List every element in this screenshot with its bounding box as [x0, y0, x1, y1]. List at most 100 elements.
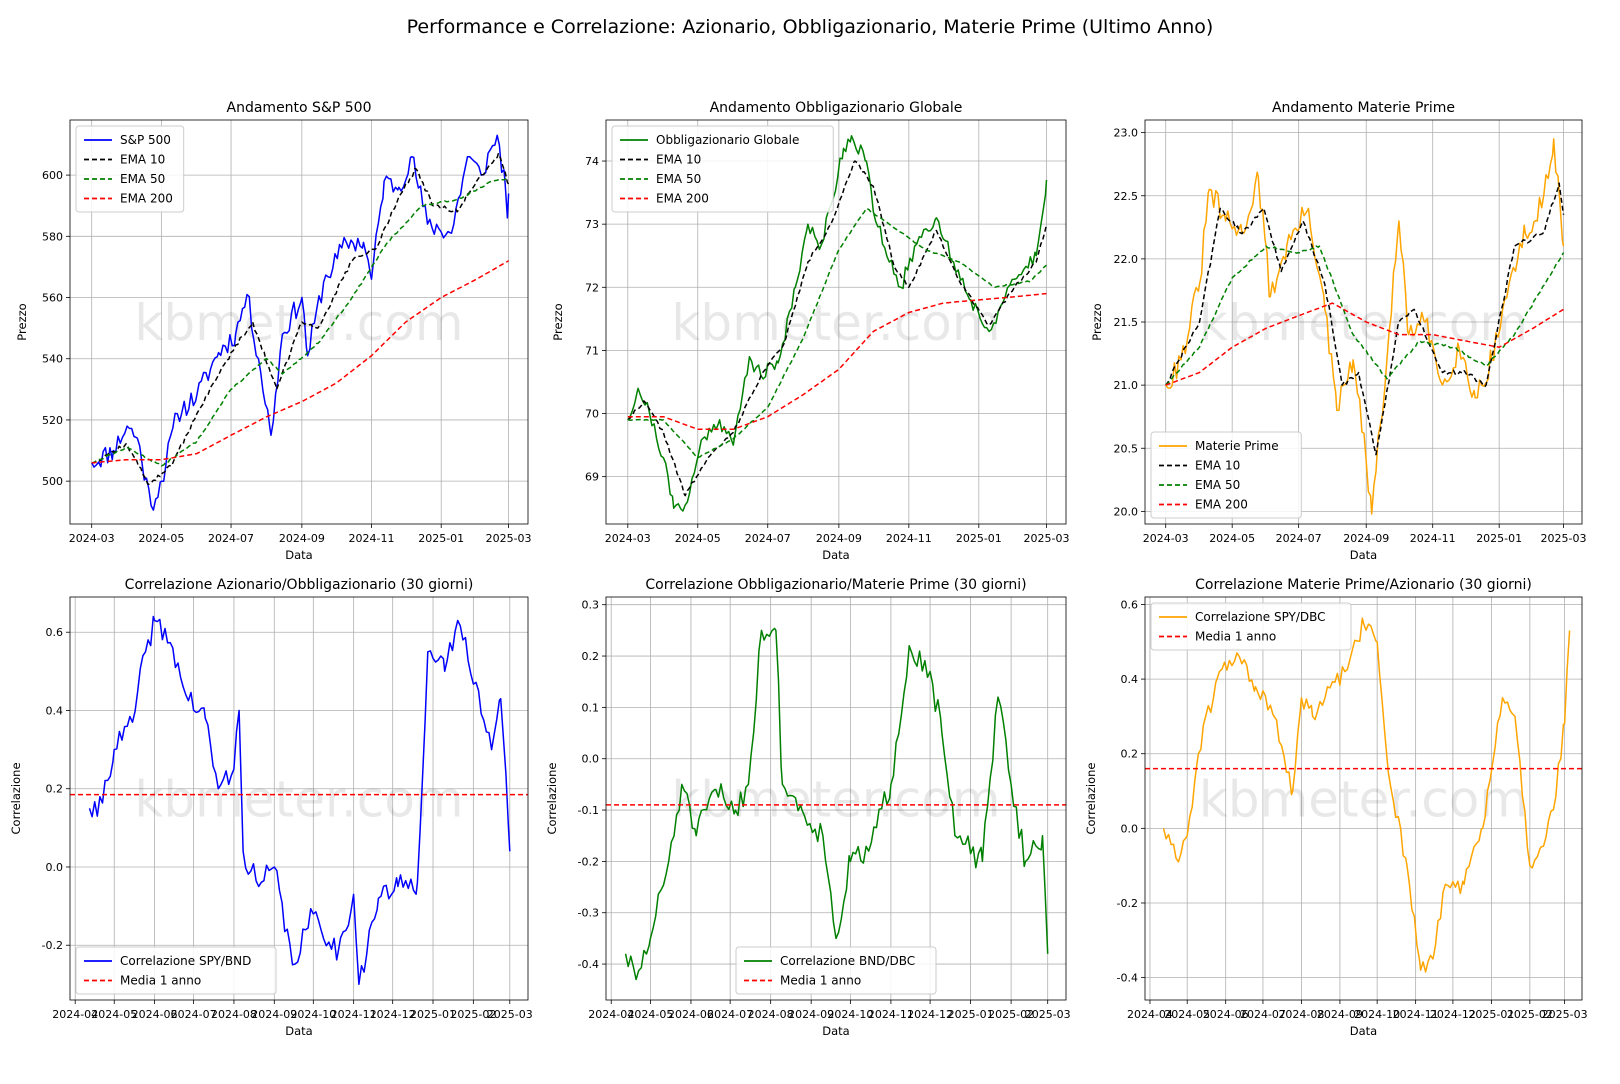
x-tick-label: 2024-04	[588, 1008, 634, 1021]
x-tick-label: 2024-04	[1127, 1008, 1173, 1021]
x-tick-label: 2024-11	[1410, 532, 1456, 545]
watermark-text: kbmeter.com	[1199, 294, 1528, 352]
x-tick-label: 2025-03	[1542, 1008, 1588, 1021]
legend-box	[75, 946, 277, 995]
y-axis-label: Correlazione	[9, 762, 23, 834]
subplot-4: 2024-042024-052024-062024-072024-082024-…	[9, 577, 533, 1038]
legend-label: Media 1 anno	[1195, 630, 1276, 644]
legend-label: EMA 10	[1195, 459, 1240, 473]
x-tick-label: 2025-02	[1507, 1008, 1553, 1021]
subplot-2: 2024-03 2024-05 2024-07 2024-09 2024-11 2025-…	[551, 100, 1069, 562]
x-tick-label: 2024-12	[1430, 1008, 1476, 1021]
y-tick-label: -0.3	[578, 907, 599, 920]
x-tick-label: 2024-07	[1276, 532, 1322, 545]
x-tick-label: 2024-08	[1278, 1008, 1324, 1021]
legend: Materie Prime EMA 10 EMA 50 EMA 200	[1150, 431, 1302, 519]
legend-label: EMA 200	[656, 192, 709, 206]
y-tick-label: 0.0	[46, 861, 64, 874]
series-line-4	[91, 260, 509, 464]
legend-box	[735, 946, 937, 995]
x-tick-label: 2025-03	[1025, 1008, 1071, 1021]
legend-label: Media 1 anno	[780, 974, 861, 988]
x-tick-label: 2024-05	[1164, 1008, 1210, 1021]
x-tick-label: 2024-08	[748, 1008, 794, 1021]
subplot-6: 2024-042024-052024-062024-072024-082024-…	[1084, 577, 1588, 1038]
legend: S&P 500 EMA 10 EMA 50 EMA 200	[75, 125, 185, 213]
x-tick-label: 2024-09	[251, 1008, 297, 1021]
plot-area	[70, 615, 528, 986]
x-tick-label: 2024-07	[745, 532, 791, 545]
x-tick-label: 2024-03	[69, 532, 115, 545]
x-axis-label: Data	[285, 1024, 312, 1038]
legend-label: EMA 10	[656, 153, 701, 167]
x-tick-label: 2025-01	[1468, 1008, 1514, 1021]
x-tick-label: 2024-09	[1343, 532, 1389, 545]
x-axis-label: Data	[285, 548, 312, 562]
watermark-text: kbmeter.com	[1199, 771, 1528, 829]
series-line-1	[88, 615, 511, 986]
y-axis-label: Correlazione	[545, 762, 559, 834]
x-tick-label: 2024-11	[1393, 1008, 1439, 1021]
y-tick-label: -0.2	[1117, 897, 1138, 910]
y-tick-label: 70	[585, 408, 599, 421]
axes-frame	[1144, 596, 1583, 1001]
legend: Correlazione SPY/BND Media 1 anno	[75, 946, 277, 995]
y-tick-label: 0.2	[582, 650, 600, 663]
y-tick-label: 21.0	[1114, 379, 1139, 392]
watermark-text: kbmeter.com	[134, 294, 463, 352]
y-tick-label: 20.5	[1114, 442, 1139, 455]
subplot-title: Correlazione Obbligazionario/Materie Pri…	[645, 577, 1026, 593]
y-tick-label: -0.1	[578, 804, 599, 817]
series-line-3	[627, 207, 1047, 459]
plot-area	[627, 135, 1048, 512]
x-tick-label: 2024-11	[349, 532, 395, 545]
y-tick-label: 0.6	[46, 626, 64, 639]
y-tick-label: 0.1	[582, 701, 600, 714]
series-line-3	[91, 177, 509, 467]
x-tick-label: 2024-06	[668, 1008, 714, 1021]
y-axis-label: Correlazione	[1084, 762, 1098, 834]
y-tick-label: 23.0	[1114, 127, 1139, 140]
x-tick-label: 2024-12	[907, 1008, 953, 1021]
axes-frame	[605, 596, 1067, 1001]
legend-label: EMA 50	[656, 172, 701, 186]
y-axis-label: Prezzo	[1090, 303, 1104, 340]
legend-box	[75, 125, 185, 213]
subplot-title: Andamento S&P 500	[227, 100, 372, 116]
y-tick-label: -0.2	[578, 855, 599, 868]
y-tick-label: 0.3	[582, 599, 600, 612]
series-line-4	[1165, 302, 1564, 386]
axes-frame	[1144, 119, 1583, 525]
x-tick-label: 2024-11	[868, 1008, 914, 1021]
series-line-1	[1165, 138, 1565, 515]
x-tick-label: 2024-05	[1209, 532, 1255, 545]
axes-frame	[69, 119, 529, 525]
y-tick-label: 0.4	[1121, 673, 1139, 686]
x-axis-label: Data	[1350, 1024, 1377, 1038]
y-tick-label: 580	[42, 230, 63, 243]
x-tick-label: 2024-10	[827, 1008, 873, 1021]
series-line-2	[1165, 182, 1565, 456]
legend-box	[1150, 602, 1352, 651]
legend-label: S&P 500	[120, 133, 171, 147]
subplot-3: 2024-03 2024-05 2024-07 2024-09 2024-11 2025-…	[1090, 100, 1586, 562]
legend-label: EMA 50	[120, 172, 165, 186]
y-axis-label: Prezzo	[551, 303, 565, 340]
y-tick-label: 0.2	[46, 783, 64, 796]
x-tick-label: 2024-11	[331, 1008, 377, 1021]
legend-label: EMA 10	[120, 153, 165, 167]
x-tick-label: 2025-02	[450, 1008, 496, 1021]
legend-box	[611, 125, 834, 213]
x-tick-label: 2025-02	[988, 1008, 1034, 1021]
y-tick-label: -0.4	[578, 958, 599, 971]
series-line-2	[627, 160, 1048, 497]
x-tick-label: 2024-09	[1317, 1008, 1363, 1021]
x-tick-label: 2025-01	[948, 1008, 994, 1021]
y-axis-label: Prezzo	[15, 303, 29, 340]
x-axis-label: Data	[822, 548, 849, 562]
legend: Obbligazionario Globale EMA 10 EMA 50 EMA 2…	[611, 125, 834, 213]
x-tick-label: 2024-06	[1203, 1008, 1249, 1021]
legend-label: Correlazione SPY/BND	[120, 954, 251, 968]
y-tick-label: 72	[585, 281, 599, 294]
